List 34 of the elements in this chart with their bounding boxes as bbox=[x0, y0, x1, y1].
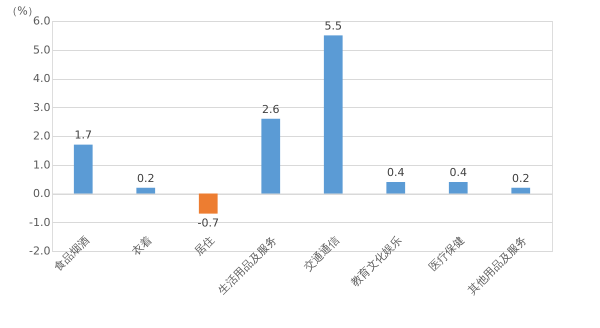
data-label: -0.7 bbox=[198, 216, 219, 230]
data-label: 0.4 bbox=[450, 166, 467, 179]
x-tick-label: 交通通信 bbox=[301, 233, 342, 274]
data-label: 5.5 bbox=[324, 19, 342, 32]
data-label: 0.4 bbox=[387, 166, 404, 179]
y-tick-label: 1.0 bbox=[33, 158, 50, 172]
x-tick-label: 其他用品及服务 bbox=[466, 233, 530, 298]
y-tick-label: -1.0 bbox=[29, 216, 50, 229]
bar bbox=[386, 182, 406, 194]
y-axis-title: （%） bbox=[6, 4, 39, 18]
data-label: 0.2 bbox=[137, 172, 154, 185]
data-label: 1.7 bbox=[74, 128, 92, 142]
x-tick-label: 教育文化娱乐 bbox=[348, 233, 404, 290]
y-tick-label: 2.0 bbox=[33, 130, 50, 142]
x-tick-label: 食品烟酒 bbox=[51, 233, 92, 274]
bar bbox=[324, 35, 343, 194]
bar bbox=[198, 194, 218, 214]
y-tick-label: 6.0 bbox=[33, 14, 50, 28]
y-tick-label: -2.0 bbox=[29, 244, 50, 258]
x-tick-label: 居住 bbox=[192, 233, 217, 258]
data-label: 0.2 bbox=[512, 172, 530, 185]
y-tick-label: 4.0 bbox=[33, 72, 50, 85]
bar bbox=[511, 188, 530, 194]
x-tick-label: 生活用品及服务 bbox=[216, 233, 280, 298]
x-tick-label: 医疗保健 bbox=[426, 233, 467, 274]
bar bbox=[136, 188, 156, 194]
y-tick-label: 5.0 bbox=[33, 43, 50, 56]
x-tick-label: 衣着 bbox=[129, 233, 154, 258]
y-tick-label: 0.0 bbox=[33, 187, 50, 200]
bar bbox=[448, 182, 468, 194]
data-label: 2.6 bbox=[262, 102, 280, 116]
bar bbox=[261, 118, 280, 194]
y-tick-label: 3.0 bbox=[33, 100, 50, 114]
bar bbox=[74, 144, 93, 194]
